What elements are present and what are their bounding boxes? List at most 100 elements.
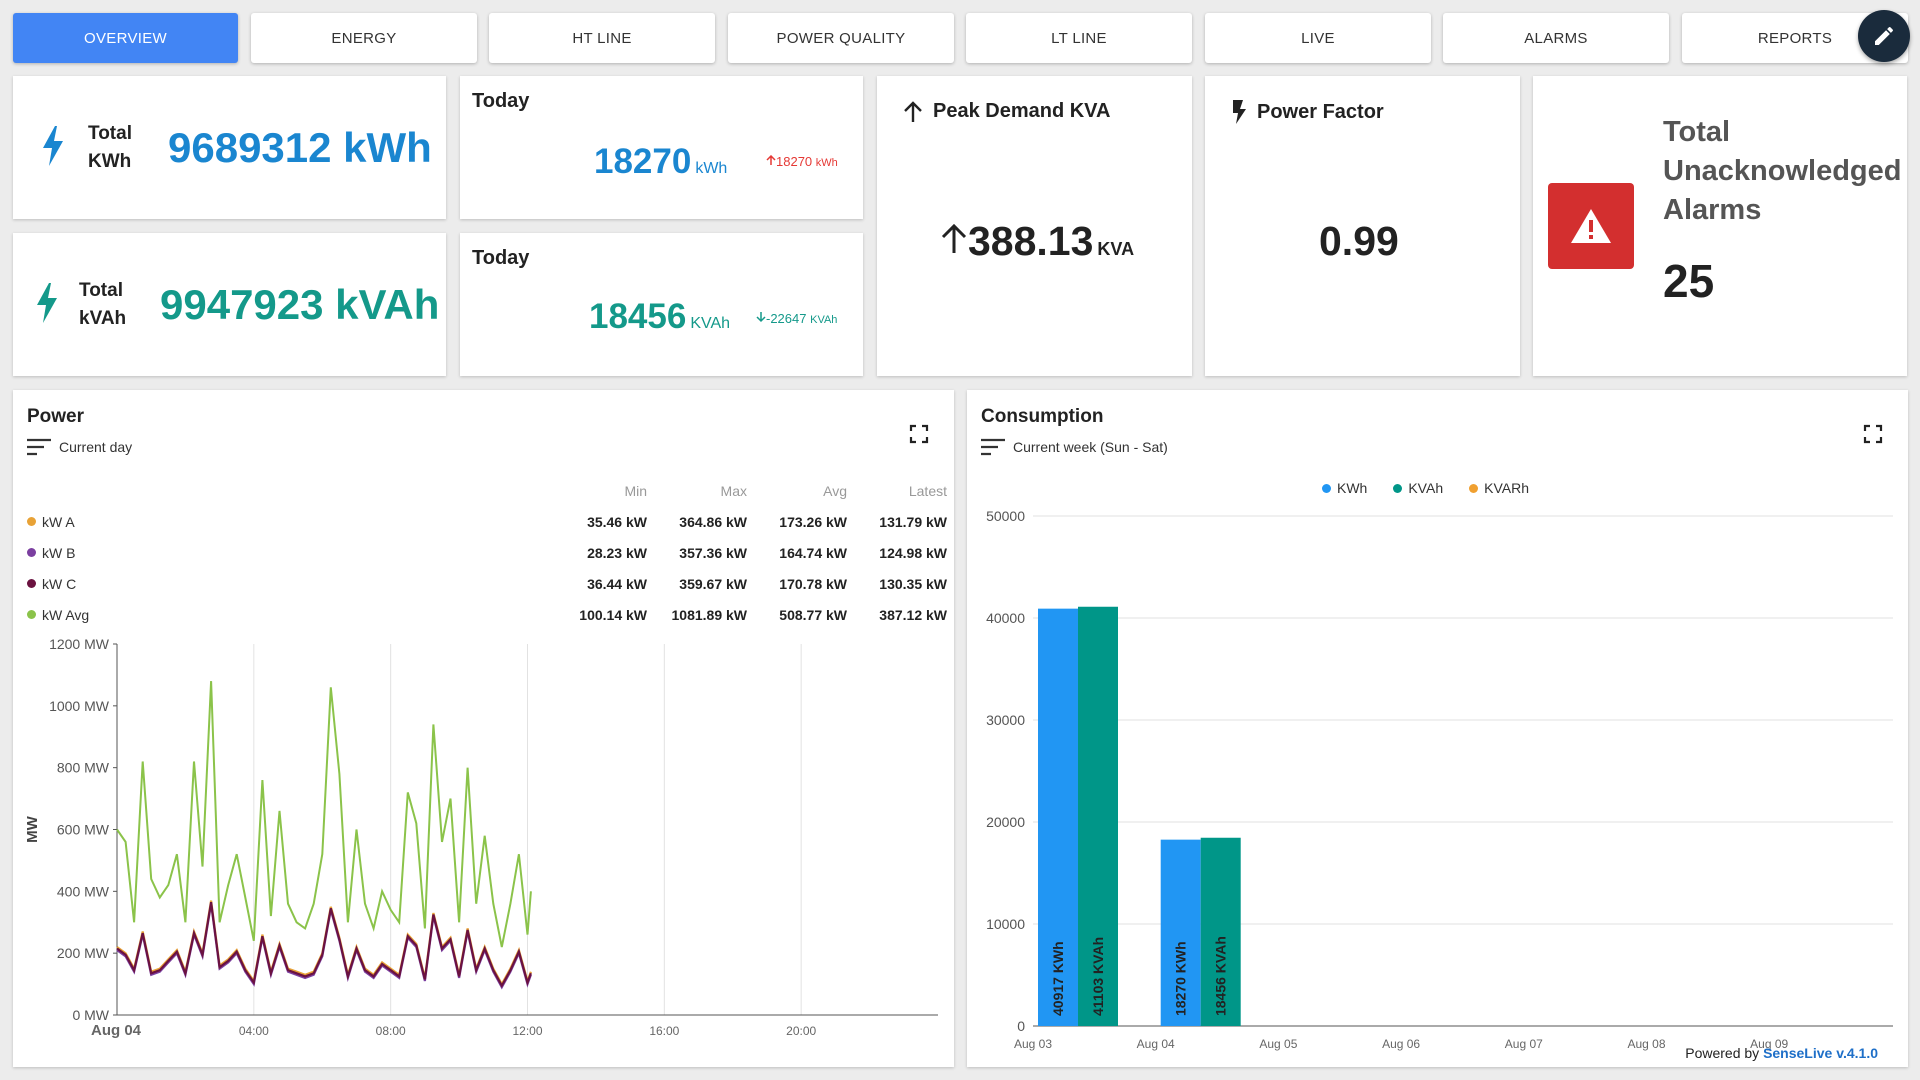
x-tick-label: Aug 09: [1750, 1037, 1788, 1051]
tab-alarms[interactable]: ALARMS: [1443, 13, 1669, 63]
tab-label: ENERGY: [331, 29, 397, 47]
power-factor-title: Power Factor: [1231, 100, 1384, 124]
legend-dot: [1469, 483, 1479, 493]
tab-lt-line[interactable]: LT LINE: [966, 13, 1192, 63]
total-kwh-card: Total KWh 9689312 kWh: [13, 76, 446, 219]
bar-kwh: [1160, 839, 1201, 1026]
legend-label: KWh: [1337, 480, 1368, 496]
consumption-bar-chart: 0 10000 20000 30000 40000 50000 Aug 03 Aug 04 Au…: [986, 508, 1893, 1051]
consumption-legend: KWh KVAh KVARh: [1322, 480, 1529, 496]
arrow-up-icon: [904, 100, 922, 122]
x-tick-label: Aug 05: [1259, 1037, 1297, 1051]
today-kvah-delta: -22647 KVAh: [756, 311, 837, 326]
series-latest: 124.98 kW: [879, 544, 947, 561]
tab-label: LIVE: [1301, 29, 1335, 47]
series-line-kw-avg: [116, 681, 532, 948]
series-max: 1081.89 kW: [671, 606, 748, 623]
edit-button[interactable]: [1858, 10, 1910, 62]
y-tick-label: 40000: [986, 610, 1025, 626]
series-avg: 508.77 kW: [779, 606, 847, 623]
consumption-chart-card: Consumption Current week (Sun - Sat) KWh…: [967, 390, 1908, 1067]
legend-item-kvah[interactable]: KVAh: [1393, 480, 1443, 496]
legend-row-kw-a[interactable]: kW A 35.46 kW 364.86 kW 173.26 kW 131.79…: [27, 506, 957, 537]
y-axis-title: MW: [24, 815, 41, 842]
x-tick-label: 08:00: [376, 1024, 406, 1038]
series-max: 357.36 kW: [679, 544, 747, 561]
tab-label: OVERVIEW: [84, 29, 167, 47]
power-chart-card: Power Current day Min Max Avg Latest kW …: [13, 390, 954, 1067]
series-name: kW A: [42, 513, 75, 530]
x-tick-label: Aug 06: [1382, 1037, 1420, 1051]
series-name: kW B: [42, 544, 76, 561]
legend-item-kwh[interactable]: KWh: [1322, 480, 1367, 496]
col-latest: Latest: [908, 482, 947, 499]
y-tick-label: 1200 MW: [49, 636, 110, 652]
bar-kvah: [1200, 837, 1241, 1026]
power-factor-value: 0.99: [1319, 218, 1399, 264]
sort-icon: [27, 438, 51, 456]
tab-overview[interactable]: OVERVIEW: [13, 13, 238, 63]
y-tick-label: 200 MW: [57, 945, 110, 961]
legend-dot: [27, 548, 36, 557]
legend-label: KVARh: [1484, 480, 1529, 496]
legend-dot: [1393, 483, 1403, 493]
flash-icon: [1233, 100, 1246, 124]
power-factor-card: Power Factor 0.99: [1205, 76, 1520, 376]
series-min: 28.23 kW: [587, 544, 647, 561]
tab-energy[interactable]: ENERGY: [251, 13, 477, 63]
alarms-title: Total Unacknowledged Alarms: [1663, 116, 1902, 226]
legend-dot: [27, 610, 36, 619]
arrow-up-icon: [941, 223, 967, 253]
tab-live[interactable]: LIVE: [1205, 13, 1431, 63]
footer-credit: Powered by SenseLive v.4.1.0: [1685, 1045, 1878, 1061]
peak-demand-card: Peak Demand KVA 388.13 KVA: [877, 76, 1192, 376]
power-chart-filter[interactable]: Current day: [27, 438, 132, 456]
x-tick-label: Aug 07: [1505, 1037, 1543, 1051]
total-kvah-label: Total kVAh: [79, 280, 127, 329]
bar-data-label: 40917 KWh: [1050, 941, 1066, 1016]
bolt-icon: [37, 283, 57, 323]
series-line-kw-c: [116, 902, 532, 988]
tab-power-quality[interactable]: POWER QUALITY: [728, 13, 954, 63]
tab-label: HT LINE: [572, 29, 632, 47]
today-kvah-label: Today: [472, 247, 530, 269]
total-kvah-value: 9947923 kVAh: [160, 281, 440, 328]
fullscreen-icon[interactable]: [909, 424, 929, 444]
col-max: Max: [720, 482, 747, 499]
footer-brand[interactable]: SenseLive v.4.1.0: [1763, 1045, 1878, 1061]
y-tick-label: 600 MW: [57, 822, 110, 838]
legend-item-kvarh[interactable]: KVARh: [1469, 480, 1529, 496]
tab-ht-line[interactable]: HT LINE: [489, 13, 715, 63]
legend-row-kw-b[interactable]: kW B 28.23 kW 357.36 kW 164.74 kW 124.98…: [27, 537, 957, 568]
warning-icon: [1571, 209, 1611, 243]
alarms-card: Total Unacknowledged Alarms 25: [1533, 76, 1907, 376]
legend-row-kw-c[interactable]: kW C 36.44 kW 359.67 kW 170.78 kW 130.35…: [27, 568, 957, 599]
y-tick-label: 50000: [986, 508, 1025, 524]
x-tick-label: Aug 03: [1014, 1037, 1052, 1051]
legend-row-kw-avg[interactable]: kW Avg 100.14 kW 1081.89 kW 508.77 kW 38…: [27, 599, 957, 630]
col-avg: Avg: [823, 482, 847, 499]
peak-demand-title: Peak Demand KVA: [903, 100, 1110, 123]
today-kwh-delta: 18270 kWh: [766, 154, 838, 169]
power-line-chart: 0 MW 200 MW 400 MW 600 MW 800 MW 1000 MW 1200 …: [24, 636, 938, 1039]
series-latest: 130.35 kW: [879, 575, 947, 592]
legend-header-row: Min Max Avg Latest: [27, 475, 957, 506]
x-tick-label: 16:00: [649, 1024, 679, 1038]
alarms-count: 25: [1663, 255, 1715, 307]
today-kwh-card: Today 18270 kWh 18270 kWh: [460, 76, 863, 219]
consumption-chart-filter[interactable]: Current week (Sun - Sat): [981, 438, 1168, 456]
legend-label: KVAh: [1408, 480, 1444, 496]
tab-label: REPORTS: [1757, 29, 1833, 47]
power-legend-table: Min Max Avg Latest kW A 35.46 kW 364.86 …: [27, 475, 957, 630]
series-avg: 170.78 kW: [779, 575, 847, 592]
legend-dot: [27, 517, 36, 526]
tab-label: ALARMS: [1524, 29, 1588, 47]
series-latest: 131.79 kW: [879, 513, 947, 530]
tab-label: LT LINE: [1051, 29, 1107, 47]
fullscreen-icon[interactable]: [1863, 424, 1883, 444]
y-tick-label: 0 MW: [72, 1007, 109, 1023]
sort-icon: [981, 438, 1005, 456]
bar-data-label: 41103 KVAh: [1090, 937, 1106, 1016]
y-tick-label: 0: [1017, 1018, 1025, 1034]
series-max: 359.67 kW: [679, 575, 747, 592]
